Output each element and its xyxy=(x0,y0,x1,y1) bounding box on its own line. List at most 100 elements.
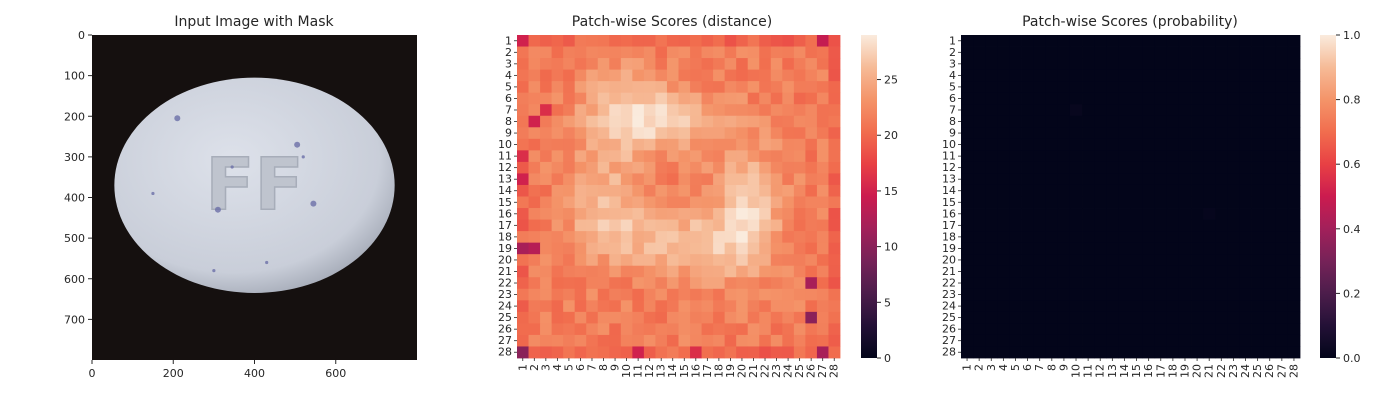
heatmap-cell xyxy=(586,184,599,197)
heatmap-cell xyxy=(632,81,645,94)
heatmap-cell xyxy=(1021,138,1035,151)
heatmap-cell xyxy=(1263,46,1277,59)
heatmap-cell xyxy=(655,196,668,209)
heatmap-cell xyxy=(1045,242,1059,255)
pill-speckle xyxy=(214,206,221,213)
heatmap-cell xyxy=(961,150,974,163)
heatmap-cell xyxy=(1287,115,1301,128)
heatmap-cell xyxy=(574,300,587,313)
heatmap-cell xyxy=(1178,219,1192,232)
heatmap-cell xyxy=(563,277,576,290)
heatmap-cell xyxy=(1154,208,1168,220)
heatmap-cell xyxy=(961,184,974,197)
heatmap-cell xyxy=(793,173,806,186)
heatmap-cell xyxy=(597,231,610,244)
heatmap-cell xyxy=(586,69,599,82)
row-tick-label: 1 xyxy=(505,34,512,47)
heatmap-cell xyxy=(973,115,986,128)
heatmap-cell xyxy=(643,288,656,301)
heatmap-cell xyxy=(1263,138,1277,151)
heatmap-cell xyxy=(1263,334,1277,347)
heatmap-cell xyxy=(782,288,795,301)
heatmap-cell xyxy=(1251,323,1265,336)
heatmap-cell xyxy=(973,208,986,220)
heatmap-cell xyxy=(620,92,633,105)
heatmap-cell xyxy=(1215,161,1228,174)
heatmap-cell xyxy=(816,81,829,94)
heatmap-cell xyxy=(1021,127,1035,140)
heatmap-cell xyxy=(1130,69,1144,82)
heatmap-cell xyxy=(1263,196,1277,209)
heatmap-cell xyxy=(620,35,633,47)
heatmap-cell xyxy=(655,58,668,71)
heatmap-cell xyxy=(517,69,529,82)
heatmap-cell xyxy=(724,92,737,105)
heatmap-cell xyxy=(666,58,679,71)
heatmap-cell xyxy=(1142,173,1156,186)
heatmap-cell xyxy=(678,58,691,71)
heatmap-cell xyxy=(1082,161,1095,174)
heatmap-cell xyxy=(678,184,691,197)
heatmap-cell xyxy=(528,231,541,244)
heatmap-cell xyxy=(1130,254,1144,267)
heatmap-cell xyxy=(517,300,529,313)
heatmap-cell xyxy=(1082,46,1095,59)
heatmap-cell xyxy=(678,323,691,336)
heatmap-cell xyxy=(1215,323,1228,336)
heatmap-cell xyxy=(1251,277,1265,290)
heatmap-cell xyxy=(1215,184,1228,197)
heatmap-cell xyxy=(574,277,587,290)
heatmap-cell xyxy=(690,265,702,278)
heatmap-cell xyxy=(1142,138,1156,151)
col-tick-label: 19 xyxy=(1178,364,1191,378)
heatmap-cell xyxy=(551,300,564,313)
row-tick-label: 12 xyxy=(942,161,956,174)
col-tick-label: 23 xyxy=(770,364,783,378)
heatmap-cell xyxy=(597,311,610,324)
heatmap-cell xyxy=(973,323,986,336)
heatmap-cell xyxy=(1203,242,1216,255)
heatmap-cell xyxy=(540,104,553,117)
colorbar-tick-label: 5 xyxy=(884,296,891,309)
heatmap-cell xyxy=(1227,265,1240,278)
heatmap-cell xyxy=(1275,219,1289,232)
heatmap-cell xyxy=(816,277,829,290)
heatmap-cell xyxy=(1057,184,1071,197)
row-tick-label: 3 xyxy=(505,57,512,70)
heatmap-cell xyxy=(643,46,656,59)
heatmap-cell xyxy=(1082,219,1095,232)
heatmap-cell xyxy=(1082,173,1095,186)
heatmap-cell xyxy=(701,46,714,59)
heatmap-cell xyxy=(517,288,529,301)
heatmap-cell xyxy=(1275,35,1289,47)
heatmap-cell xyxy=(1009,231,1022,244)
heatmap-cell xyxy=(747,277,760,290)
heatmap-cell xyxy=(1275,138,1289,151)
heatmap-cell xyxy=(793,265,806,278)
heatmap-cell xyxy=(1033,323,1047,336)
heatmap-cell xyxy=(1191,150,1204,163)
heatmap-cell xyxy=(1009,300,1022,313)
heatmap-cell xyxy=(1118,115,1131,128)
heatmap-cell xyxy=(678,219,691,232)
heatmap-cell xyxy=(828,69,841,82)
heatmap-cell xyxy=(1251,311,1265,324)
heatmap-cell xyxy=(973,92,986,105)
heatmap-cell xyxy=(620,69,633,82)
heatmap-cell xyxy=(828,104,841,117)
heatmap-cell xyxy=(655,311,668,324)
heatmap-cell xyxy=(1215,208,1228,220)
heatmap-cell xyxy=(997,69,1010,82)
heatmap-cell xyxy=(1287,254,1301,267)
heatmap-cell xyxy=(1251,265,1265,278)
heatmap-cell xyxy=(1082,69,1095,82)
heatmap-cell xyxy=(1009,138,1022,151)
heatmap-cell xyxy=(1203,92,1216,105)
heatmap-cell xyxy=(1239,127,1252,140)
heatmap-cell xyxy=(551,35,564,47)
heatmap-cell xyxy=(1009,115,1022,128)
heatmap-cell xyxy=(997,58,1010,71)
heatmap-cell xyxy=(666,127,679,140)
row-tick-label: 11 xyxy=(498,150,512,163)
